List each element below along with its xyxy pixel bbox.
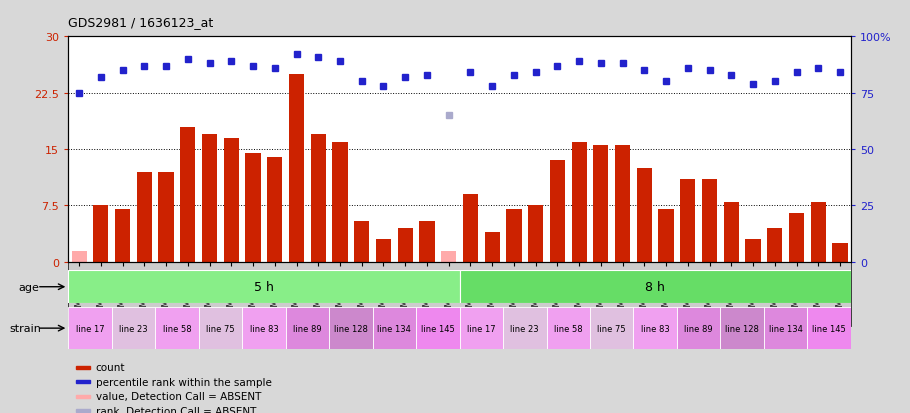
Bar [723,202,739,262]
Text: line 134: line 134 [769,324,803,333]
Text: strain: strain [9,323,41,333]
Bar [637,169,652,262]
Bar [680,180,695,262]
Bar [76,380,90,383]
Text: line 75: line 75 [206,324,235,333]
Bar [571,142,587,262]
Text: value, Detection Call = ABSENT: value, Detection Call = ABSENT [96,392,261,401]
Text: line 17: line 17 [76,324,105,333]
Text: line 145: line 145 [813,324,846,333]
Bar [833,244,847,262]
Bar [615,146,631,262]
Bar [763,308,807,349]
Text: line 58: line 58 [163,324,191,333]
Text: rank, Detection Call = ABSENT: rank, Detection Call = ABSENT [96,406,256,413]
Bar [156,308,198,349]
Bar [593,146,609,262]
Bar [528,206,543,262]
Bar [286,308,329,349]
Bar [376,240,391,262]
Text: percentile rank within the sample: percentile rank within the sample [96,377,271,387]
Bar [506,210,521,262]
Bar [547,308,590,349]
Text: count: count [96,362,126,373]
Bar [460,308,503,349]
Bar [789,214,804,262]
Bar [441,251,456,262]
Bar [332,142,348,262]
Bar [329,308,372,349]
Bar [503,308,547,349]
Bar [372,308,416,349]
Bar [76,409,90,413]
Text: line 89: line 89 [684,324,713,333]
Bar [68,308,112,349]
Text: line 83: line 83 [249,324,278,333]
Bar [198,308,242,349]
Bar [112,308,156,349]
Bar [463,195,478,262]
Bar [633,308,677,349]
Bar [354,221,369,262]
Bar [224,138,239,262]
Bar [811,202,826,262]
Bar [76,395,90,398]
Bar [807,308,851,349]
Text: line 89: line 89 [293,324,322,333]
Text: line 58: line 58 [554,324,582,333]
Bar [115,210,130,262]
Bar [745,240,761,262]
Bar [136,172,152,262]
Text: line 145: line 145 [421,324,455,333]
Bar [72,251,86,262]
Bar [310,135,326,262]
Bar [158,172,174,262]
Bar [460,271,851,304]
Bar [93,206,108,262]
Text: 5 h: 5 h [254,280,274,294]
Text: line 23: line 23 [119,324,147,333]
Text: line 23: line 23 [511,324,539,333]
Bar [767,228,783,262]
Bar [721,308,763,349]
Bar [246,154,260,262]
Bar [242,308,286,349]
Text: age: age [18,282,39,292]
Text: line 83: line 83 [641,324,670,333]
Bar [288,75,304,262]
Bar [76,366,90,369]
Bar [416,308,460,349]
Bar [268,157,282,262]
Text: GDS2981 / 1636123_at: GDS2981 / 1636123_at [68,16,214,29]
Bar [420,221,435,262]
Bar [484,232,500,262]
Bar [702,180,717,262]
Text: line 128: line 128 [725,324,759,333]
Bar [398,228,413,262]
Bar [68,271,460,304]
Bar [550,161,565,262]
Bar [677,308,721,349]
Bar [590,308,633,349]
Text: line 75: line 75 [597,324,626,333]
Bar [659,210,673,262]
Text: line 134: line 134 [378,324,411,333]
Text: line 128: line 128 [334,324,368,333]
Bar [180,127,196,262]
Text: line 17: line 17 [467,324,496,333]
Bar [202,135,217,262]
Text: 8 h: 8 h [645,280,665,294]
